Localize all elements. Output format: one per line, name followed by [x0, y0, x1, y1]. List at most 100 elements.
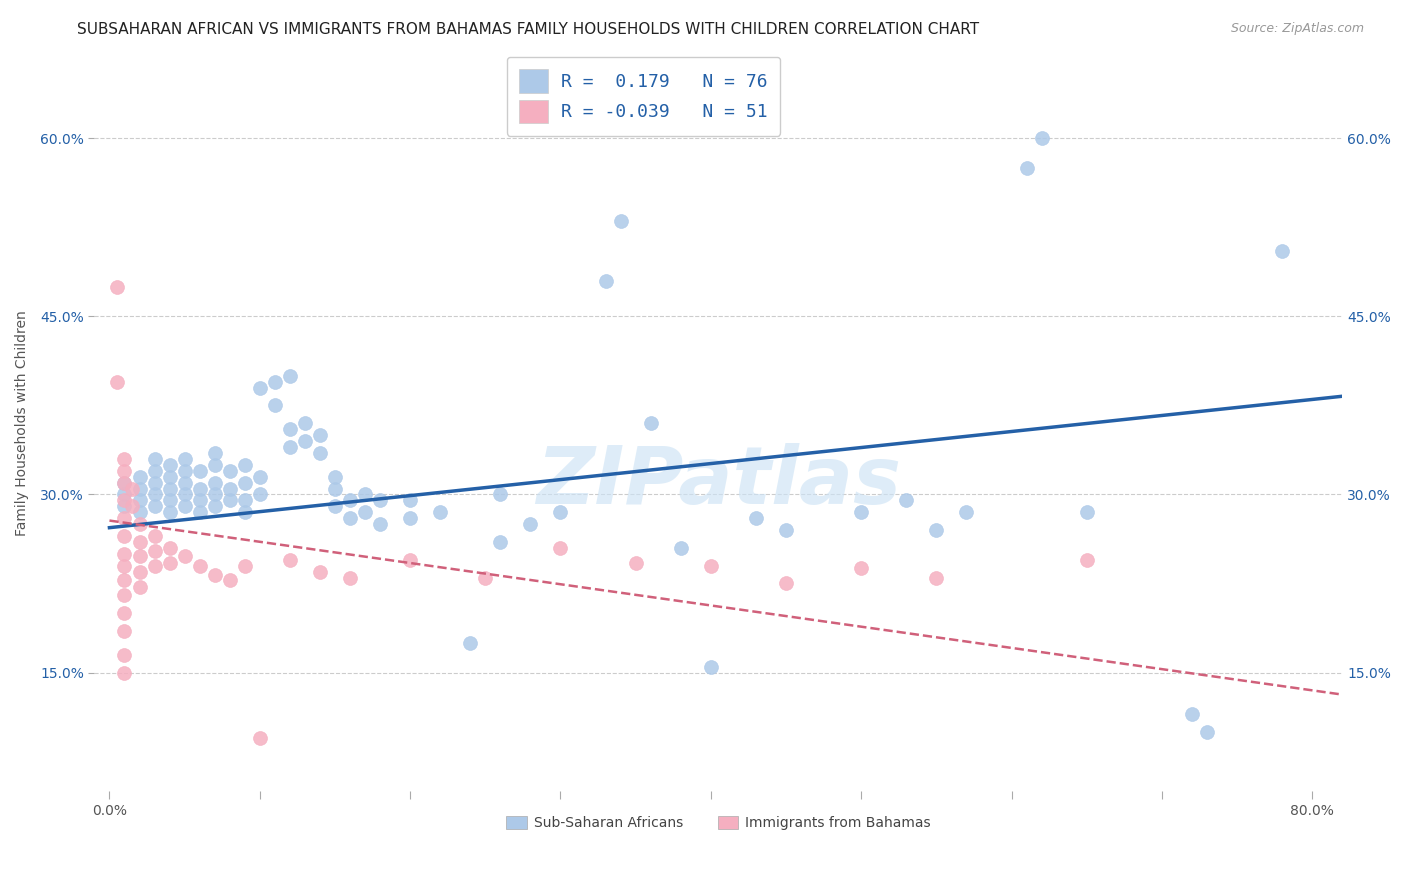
Point	[249, 731, 271, 745]
Point	[896, 493, 918, 508]
Point	[323, 500, 346, 514]
Point	[159, 482, 181, 496]
Point	[218, 464, 240, 478]
Point	[700, 558, 723, 573]
Point	[399, 493, 422, 508]
Point	[925, 570, 948, 584]
Point	[595, 274, 617, 288]
Point	[745, 511, 768, 525]
Point	[339, 570, 361, 584]
Point	[128, 549, 150, 564]
Point	[143, 529, 166, 543]
Point	[143, 487, 166, 501]
Point	[249, 381, 271, 395]
Point	[188, 558, 211, 573]
Point	[159, 469, 181, 483]
Point	[489, 487, 512, 501]
Point	[128, 493, 150, 508]
Point	[105, 375, 128, 389]
Point	[114, 487, 136, 501]
Point	[278, 553, 301, 567]
Point	[114, 573, 136, 587]
Y-axis label: Family Households with Children: Family Households with Children	[15, 310, 30, 536]
Point	[669, 541, 692, 555]
Point	[429, 505, 451, 519]
Point	[399, 553, 422, 567]
Point	[159, 505, 181, 519]
Point	[173, 451, 195, 466]
Point	[1181, 707, 1204, 722]
Point	[143, 451, 166, 466]
Point	[188, 482, 211, 496]
Point	[114, 648, 136, 662]
Point	[114, 529, 136, 543]
Point	[143, 544, 166, 558]
Point	[294, 416, 316, 430]
Point	[1015, 161, 1038, 175]
Point	[519, 517, 541, 532]
Point	[114, 588, 136, 602]
Point	[114, 464, 136, 478]
Point	[188, 493, 211, 508]
Point	[278, 368, 301, 383]
Point	[121, 500, 143, 514]
Point	[128, 482, 150, 496]
Point	[114, 500, 136, 514]
Point	[550, 505, 572, 519]
Point	[114, 451, 136, 466]
Point	[849, 561, 872, 575]
Point	[128, 517, 150, 532]
Point	[955, 505, 977, 519]
Point	[114, 558, 136, 573]
Point	[233, 505, 256, 519]
Point	[173, 464, 195, 478]
Point	[1076, 505, 1098, 519]
Legend: Sub-Saharan Africans, Immigrants from Bahamas: Sub-Saharan Africans, Immigrants from Ba…	[501, 811, 936, 836]
Point	[323, 469, 346, 483]
Point	[173, 475, 195, 490]
Point	[474, 570, 496, 584]
Point	[458, 636, 481, 650]
Point	[309, 446, 332, 460]
Point	[1195, 725, 1218, 739]
Point	[128, 505, 150, 519]
Point	[105, 279, 128, 293]
Point	[204, 500, 226, 514]
Point	[354, 487, 377, 501]
Point	[489, 535, 512, 549]
Point	[1076, 553, 1098, 567]
Point	[143, 500, 166, 514]
Point	[249, 487, 271, 501]
Point	[128, 535, 150, 549]
Point	[114, 547, 136, 561]
Point	[188, 505, 211, 519]
Point	[1031, 131, 1053, 145]
Point	[1271, 244, 1294, 258]
Point	[550, 541, 572, 555]
Point	[339, 493, 361, 508]
Point	[775, 523, 797, 537]
Point	[173, 549, 195, 564]
Point	[368, 517, 391, 532]
Point	[399, 511, 422, 525]
Point	[114, 606, 136, 620]
Point	[263, 398, 285, 412]
Point	[700, 659, 723, 673]
Point	[354, 505, 377, 519]
Point	[233, 475, 256, 490]
Point	[233, 493, 256, 508]
Point	[204, 458, 226, 472]
Text: SUBSAHARAN AFRICAN VS IMMIGRANTS FROM BAHAMAS FAMILY HOUSEHOLDS WITH CHILDREN CO: SUBSAHARAN AFRICAN VS IMMIGRANTS FROM BA…	[77, 22, 980, 37]
Point	[114, 665, 136, 680]
Text: ZIPatlas: ZIPatlas	[536, 443, 901, 521]
Point	[188, 464, 211, 478]
Point	[309, 428, 332, 442]
Point	[143, 464, 166, 478]
Point	[143, 475, 166, 490]
Point	[849, 505, 872, 519]
Point	[159, 557, 181, 571]
Point	[114, 624, 136, 638]
Point	[159, 458, 181, 472]
Point	[159, 541, 181, 555]
Point	[173, 487, 195, 501]
